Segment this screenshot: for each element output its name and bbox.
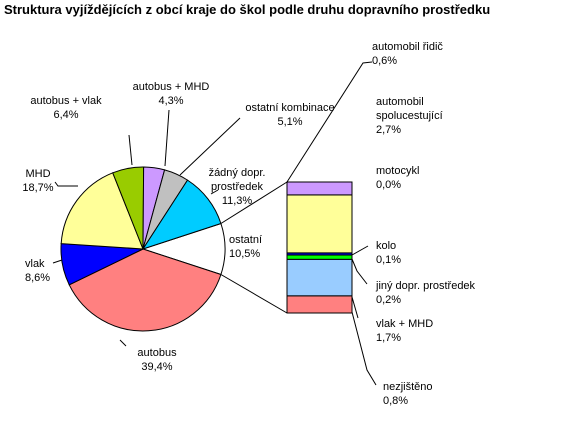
leader-line [351,258,368,285]
bar-label-kolo: kolo 0,1% [376,240,401,266]
stacked-bar [286,181,353,314]
bar-segment-automobil-spolucestujici [286,194,353,254]
pie-label-autobus: autobus 39,4% [137,347,177,373]
leader-line [179,117,241,176]
chart-title: Struktura vyjíždějících z obcí kraje do … [4,2,490,17]
leader-line [286,61,373,183]
pie-label-ostatni-kombinace: ostatní kombinace 5,1% [245,102,334,128]
connector-lines [220,181,288,314]
leader-line [351,245,369,256]
pie-label-vlak: vlak 8,6% [25,258,50,284]
leader-line [351,296,359,319]
bar-segment-automobil-ridic [286,181,353,196]
leader-line [54,181,78,187]
leader-line [119,339,127,347]
pie-slice-mhd [60,172,144,250]
leader-line [164,109,170,167]
data-labels: autobus 39,4% vlak 8,6% MHD 18,7% autobus + vl… [22,41,475,407]
leader-line [351,311,377,386]
connector-line-top [220,181,288,224]
pie-slice-autobus [68,248,222,332]
bar-label-automobil-ridic: automobil řidič 0,6% [372,41,443,67]
bar-label-nezjisteno: nezjištěno 0,8% [383,381,433,407]
pie-label-autobus-mhd: autobus + MHD 4,3% [133,81,210,107]
pie-label-zadny-dopr-prostredek: žádný dopr. prostředek 11,3% [209,167,266,207]
pie-label-mhd: MHD 18,7% [22,168,53,194]
leader-lines [52,61,377,386]
pie-label-autobus-vlak: autobus + vlak 6,4% [30,95,102,121]
leader-line [210,189,219,195]
bar-segment-vlak-mhd [286,258,353,297]
bar-label-automobil-spolucestujici: automobil spolucestující 2,7% [376,96,443,136]
bar-label-vlak-mhd: vlak + MHD 1,7% [376,318,433,344]
bar-label-jiny-dopr-prostredek: jiný dopr. prostředek 0,2% [375,280,476,306]
connector-line-bottom [220,274,288,314]
leader-line [128,134,133,166]
leader-line [52,259,63,264]
bar-label-motocykl: motocykl 0,0% [376,165,419,191]
pie [60,166,226,332]
pie-label-ostatni: ostatní 10,5% [229,234,262,260]
bar-segment-jiny-dopr-prostredek [286,254,353,260]
bar-segment-nezjisteno [286,295,353,314]
